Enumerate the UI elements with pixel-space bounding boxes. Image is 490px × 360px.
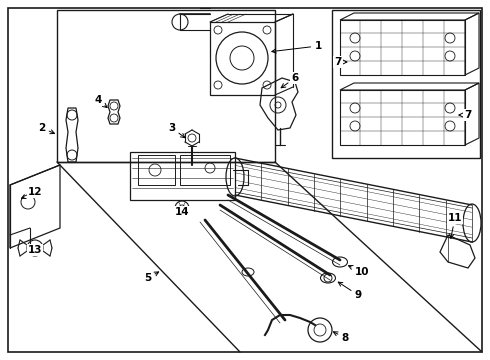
- Text: 9: 9: [338, 282, 362, 300]
- Text: 1: 1: [272, 41, 321, 53]
- Text: 2: 2: [38, 123, 54, 134]
- Text: 12: 12: [22, 187, 42, 198]
- Text: 4: 4: [94, 95, 107, 108]
- Text: 14: 14: [175, 207, 189, 217]
- Text: 8: 8: [333, 332, 348, 343]
- Text: 5: 5: [145, 272, 159, 283]
- Text: 11: 11: [448, 213, 462, 238]
- Bar: [332, 10, 480, 158]
- Text: 13: 13: [28, 245, 42, 255]
- Text: 7: 7: [459, 110, 472, 120]
- Bar: [57, 10, 275, 162]
- Text: 7: 7: [334, 57, 347, 67]
- Text: 10: 10: [348, 266, 369, 277]
- Text: 6: 6: [281, 73, 298, 88]
- Text: 3: 3: [169, 123, 185, 138]
